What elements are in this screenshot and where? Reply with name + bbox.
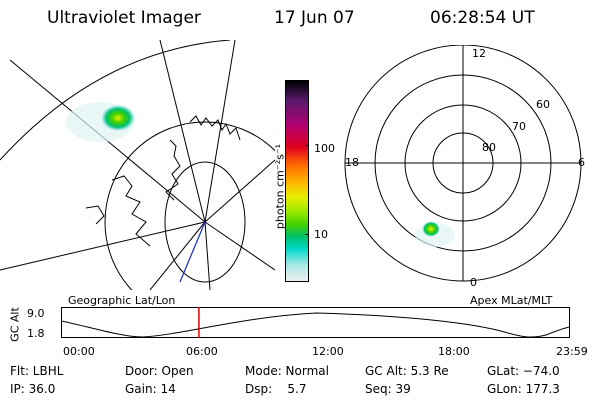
meridian-line xyxy=(159,40,206,223)
mlt-label-12: 12 xyxy=(472,47,486,60)
mlat-label-70: 70 xyxy=(512,120,526,133)
geographic-panel-label: Geographic Lat/Lon xyxy=(68,294,176,307)
timeline-ytick-max: 9.0 xyxy=(27,307,45,320)
timeline-xtick-1200: 12:00 xyxy=(312,345,344,358)
polar-plot xyxy=(344,45,582,282)
colorbar-tick-100: 100 xyxy=(314,142,335,155)
mlt-label-0: 0 xyxy=(470,276,477,289)
observation-time: 06:28:54 UT xyxy=(430,8,535,28)
apex-panel-label: Apex MLat/MLT xyxy=(470,294,553,307)
gain-info: Gain: 14 xyxy=(125,382,176,396)
colorbar-tick-10: 10 xyxy=(314,228,328,241)
color-bar xyxy=(285,80,309,282)
altitude-timeline xyxy=(61,307,571,338)
ground-track xyxy=(179,221,206,283)
coastline xyxy=(189,115,241,141)
coastline xyxy=(111,175,151,247)
geographic-map xyxy=(0,40,275,290)
altitude-curve xyxy=(61,312,571,338)
mode-info: Mode: Normal xyxy=(245,364,329,378)
ip-info: IP: 36.0 xyxy=(10,382,56,396)
gc-alt-info: GC Alt: 5.3 Re xyxy=(365,364,449,378)
glon-info: GLon: 177.3 xyxy=(487,382,560,396)
aurora-emission xyxy=(100,104,136,132)
mlt-label-6: 6 xyxy=(578,156,585,169)
timeline-xtick-0000: 00:00 xyxy=(63,345,95,358)
aurora-emission xyxy=(422,221,440,237)
meridian-line xyxy=(149,221,206,290)
coastline xyxy=(85,205,105,225)
latitude-circle-middle xyxy=(104,121,275,290)
timeline-xtick-0600: 06:00 xyxy=(186,345,218,358)
instrument-title: Ultraviolet Imager xyxy=(47,8,201,28)
seq-info: Seq: 39 xyxy=(365,382,411,396)
mlat-label-60: 60 xyxy=(536,98,550,111)
timeline-xtick-2359: 23:59 xyxy=(556,345,588,358)
glat-info: GLat: −74.0 xyxy=(487,364,560,378)
meridian-line xyxy=(204,221,275,271)
coastline xyxy=(165,139,181,201)
meridian-line xyxy=(204,221,211,290)
observation-date: 17 Jun 07 xyxy=(274,8,355,28)
timeline-frame xyxy=(61,307,570,338)
meridian-line xyxy=(0,221,206,271)
colorbar-label: photon cm⁻²s⁻¹ xyxy=(273,143,287,230)
dsp-info: Dsp: 5.7 xyxy=(245,382,307,396)
door-info: Door: Open xyxy=(125,364,194,378)
mlat-label-80: 80 xyxy=(482,141,496,154)
latitude-circle-inner xyxy=(164,161,246,283)
timeline-xtick-1800: 18:00 xyxy=(438,345,470,358)
timeline-ylabel: GC Alt xyxy=(8,307,22,342)
meridian-line xyxy=(204,159,275,223)
colorbar-tick-mark xyxy=(305,145,309,146)
filter-info: Flt: LBHL xyxy=(10,364,64,378)
timeline-ytick-min: 1.8 xyxy=(27,327,45,340)
latitude-circle-outer xyxy=(0,40,231,161)
meridian-line xyxy=(204,40,236,223)
colorbar-tick-mark xyxy=(305,234,309,235)
mlt-label-18: 18 xyxy=(345,156,359,169)
